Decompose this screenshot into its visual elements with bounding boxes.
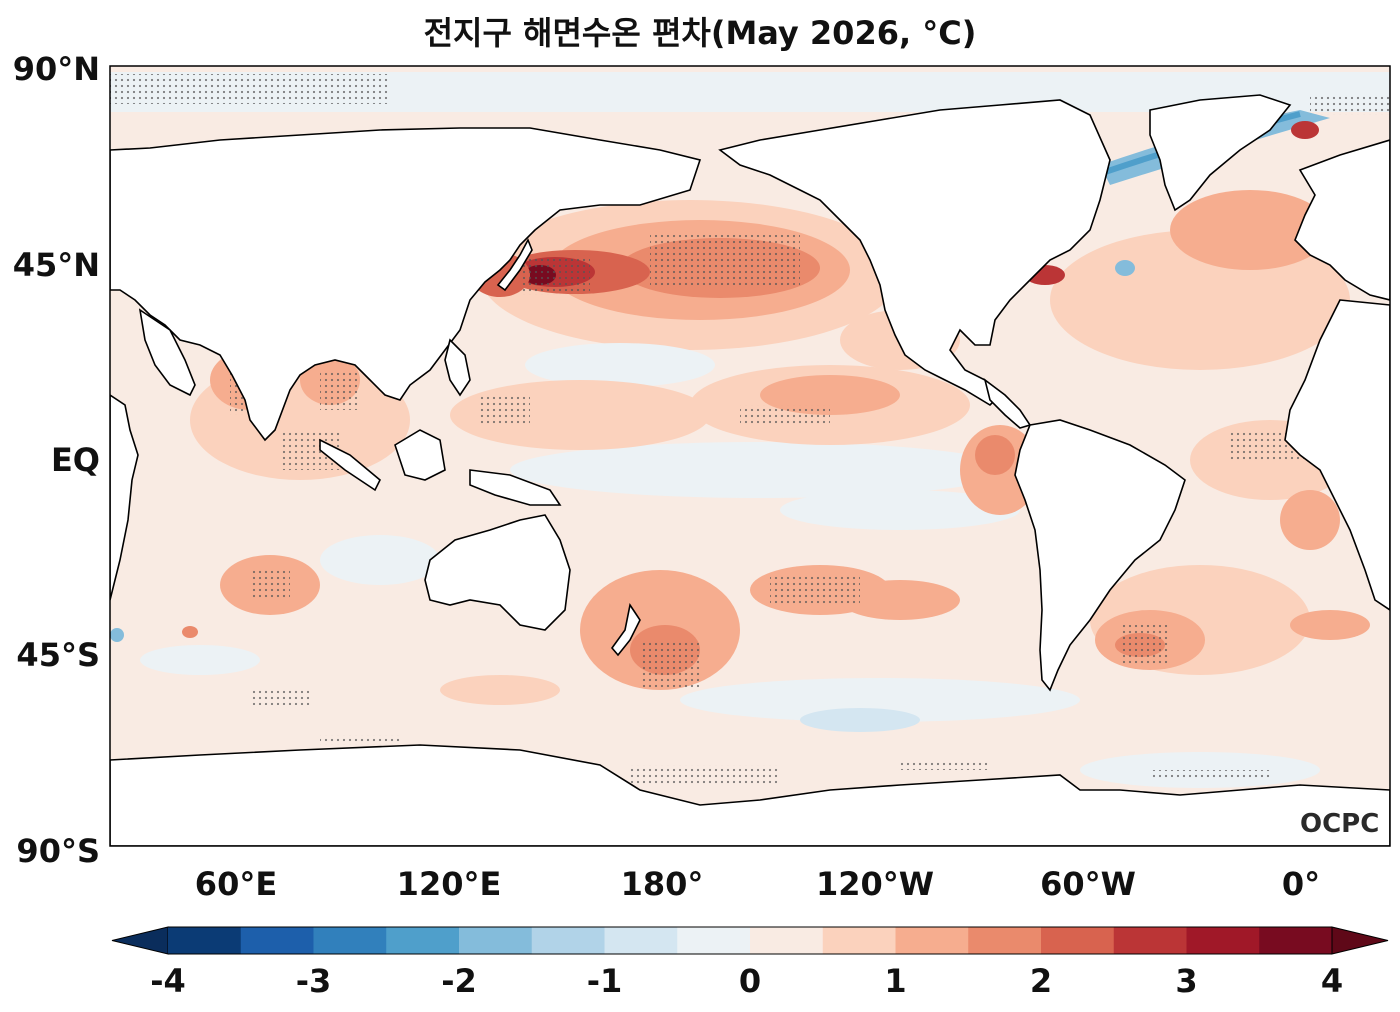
colorbar-tick-label: -2 (441, 962, 477, 1000)
colorbar-segment (1259, 927, 1333, 954)
colorbar-tick-label: 2 (1030, 962, 1052, 1000)
africa-west (1284, 299, 1390, 611)
central-america (983, 378, 1032, 429)
colorbar-segment (677, 927, 751, 954)
lat-label-90s: 90°S (16, 832, 100, 870)
colorbar-tick-label: 1 (884, 962, 906, 1000)
europe (1294, 139, 1390, 301)
sumatra (319, 438, 381, 492)
colorbar-extend-high (1331, 926, 1389, 955)
map-title: 전지구 해면수온 편차(May 2026, °C) (423, 14, 977, 52)
plot-area (110, 66, 1390, 846)
borneo (394, 429, 446, 481)
colorbar-segment (531, 927, 605, 954)
colorbar-segment (240, 927, 314, 954)
north-america (718, 99, 1111, 407)
lon-label-120w: 120°W (816, 865, 934, 903)
lon-label-0: 0° (1282, 865, 1320, 903)
latitude-axis: 90°N 45°N EQ 45°S 90°S (13, 50, 100, 870)
new-guinea (469, 469, 562, 506)
lat-label-90n: 90°N (13, 50, 100, 88)
colorbar-segment (168, 927, 242, 954)
land-masses (110, 94, 1390, 846)
colorbar-segment (386, 927, 460, 954)
colorbar-extend-low (111, 926, 169, 955)
colorbar-tick-label: -4 (150, 962, 186, 1000)
colorbar-outline (168, 926, 1332, 955)
colorbar-segment (1113, 927, 1187, 954)
philippines (444, 338, 471, 397)
colorbar-tick-label: 0 (739, 962, 761, 1000)
lon-label-60w: 60°W (1040, 865, 1136, 903)
japan (496, 238, 533, 292)
antarctica (110, 744, 1390, 846)
colorbar-segment (750, 927, 824, 954)
arabian-peninsula (138, 308, 196, 397)
lon-label-180: 180° (621, 865, 704, 903)
lon-label-60e: 60°E (195, 865, 277, 903)
longitude-axis: 60°E 120°E 180° 120°W 60°W 0° (195, 865, 1320, 903)
greenland (1149, 94, 1292, 212)
colorbar-segment (313, 927, 387, 954)
colorbar-tick-label: -3 (296, 962, 332, 1000)
australia (424, 514, 571, 631)
colorbar-segment (1186, 927, 1260, 954)
lat-label-eq: EQ (51, 441, 100, 479)
plot-frame (109, 65, 1391, 847)
colorbar-segment (895, 927, 969, 954)
lon-label-120e: 120°E (397, 865, 502, 903)
colorbar-segment (1041, 927, 1115, 954)
colorbar-segment (459, 927, 533, 954)
colorbar-tick-label: 4 (1321, 962, 1343, 1000)
colorbar-tick-label: -1 (587, 962, 623, 1000)
ocpc-logo: OCPC (1300, 809, 1379, 839)
eurasia-landmass (110, 127, 702, 442)
colorbar-segment (968, 927, 1042, 954)
lat-label-45s: 45°S (16, 636, 100, 674)
colorbar-tick-label: 3 (1175, 962, 1197, 1000)
new-zealand (610, 602, 641, 657)
colorbar-segment (604, 927, 678, 954)
africa-east-coast (110, 394, 139, 601)
colorbar-segment (822, 927, 896, 954)
lat-label-45n: 45°N (13, 246, 100, 284)
south-america (1014, 419, 1186, 692)
colorbar: -4 -3 -2 -1 0 1 2 3 4 (111, 926, 1389, 1000)
